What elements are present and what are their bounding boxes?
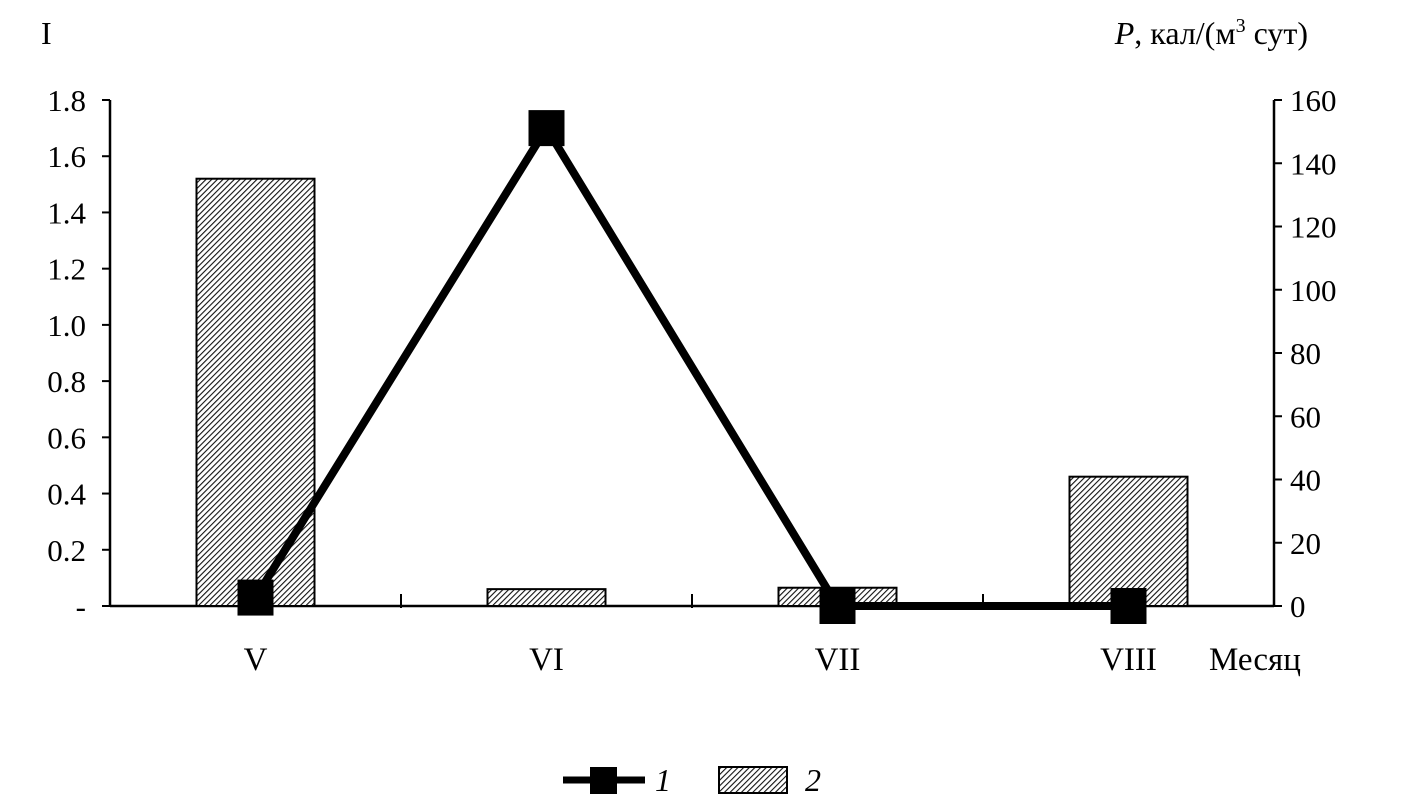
x-tick-label: VII xyxy=(815,642,861,678)
right-tick-label: 40 xyxy=(1290,463,1321,498)
left-tick-label: 1.6 xyxy=(47,139,86,174)
left-tick-label: 0.4 xyxy=(47,477,86,512)
legend: 1 2 xyxy=(563,762,821,798)
right-tick-label: 60 xyxy=(1290,399,1321,434)
right-tick-label: 160 xyxy=(1290,83,1337,118)
left-tick-label: 1.2 xyxy=(47,252,86,287)
left-tick-label: 1.8 xyxy=(47,83,86,118)
left-tick-label: 0.2 xyxy=(47,533,86,568)
point-VIII xyxy=(1110,588,1147,624)
right-tick-label: 140 xyxy=(1290,146,1337,181)
right-tick-label: 20 xyxy=(1290,526,1321,561)
line-series-1 xyxy=(237,110,1147,624)
left-tick-label: 0.6 xyxy=(47,420,86,455)
left-tick-label: 1.4 xyxy=(47,195,86,230)
legend-marker-swatch-1 xyxy=(590,767,617,794)
left-tick-label: - xyxy=(76,589,86,624)
bar-V xyxy=(195,177,316,607)
legend-label-1: 1 xyxy=(655,762,671,798)
left-axis-title: I xyxy=(41,15,52,51)
x-tick-label: VI xyxy=(529,642,564,678)
tick-labels: - 0.2 0.4 0.6 0.8 1.0 1.2 1.4 1.6 1.8 0 20 40 60 80 100… xyxy=(47,83,1336,678)
x-tick-label: VIII xyxy=(1100,642,1157,678)
legend-label-2: 2 xyxy=(805,762,821,798)
x-axis-title: Месяц xyxy=(1209,642,1301,678)
left-tick-label: 0.8 xyxy=(47,364,86,399)
x-tick-label: V xyxy=(244,642,268,678)
right-tick-label: 0 xyxy=(1290,589,1306,624)
legend-bar-swatch-2 xyxy=(718,766,788,794)
bar-VI xyxy=(486,588,607,608)
point-VI xyxy=(528,110,565,147)
right-tick-label: 120 xyxy=(1290,210,1337,245)
right-axis-title: P, кал/(м3 сут) xyxy=(1114,15,1308,51)
point-V xyxy=(237,579,274,616)
bar-series-2 xyxy=(195,177,1189,608)
point-VII xyxy=(819,588,856,624)
right-tick-label: 80 xyxy=(1290,336,1321,371)
series-1-line xyxy=(252,124,1129,610)
left-tick-label: 1.0 xyxy=(47,308,86,343)
right-tick-label: 100 xyxy=(1290,273,1337,308)
bar-VIII xyxy=(1068,475,1189,608)
